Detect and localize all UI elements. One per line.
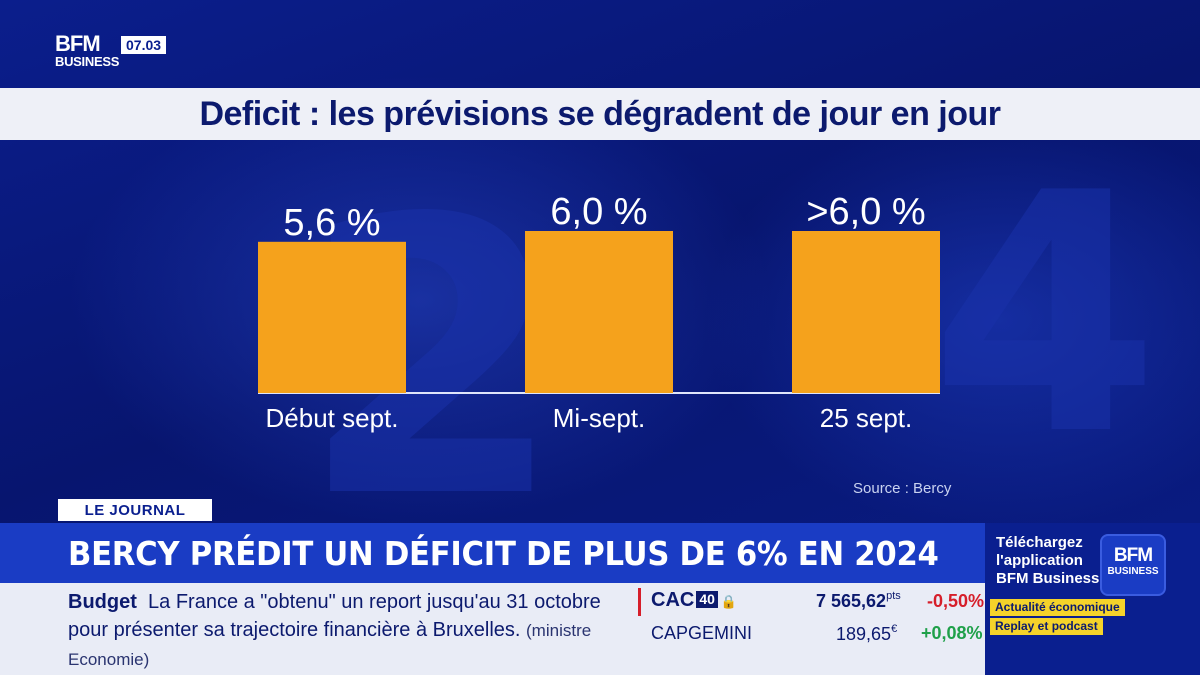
promo-tag-replay: Replay et podcast <box>990 618 1103 635</box>
logo-bfm: BFM <box>55 31 101 56</box>
index-value: 7 565,62 <box>816 591 887 611</box>
index-value-group: 7 565,62pts <box>816 590 901 612</box>
promo-app-logo: BFM BUSINESS <box>1100 534 1166 596</box>
stock-name: CAPGEMINI <box>651 623 753 643</box>
news-text: La France a "obtenu" un report jusqu'au … <box>68 591 601 641</box>
category-label-2: Mi-sept. <box>553 403 645 433</box>
news-ticker: Budget La France a "obtenu" un report ju… <box>68 588 633 674</box>
headline: BERCY PRÉDIT UN DÉFICIT DE PLUS DE 6% EN… <box>68 533 939 573</box>
promo-line3: BFM Business <box>996 570 1100 587</box>
ticker-band <box>0 583 985 675</box>
bar-3 <box>792 231 940 393</box>
bar-2 <box>525 231 673 393</box>
promo-logo-bottom: BUSINESS <box>1107 566 1159 577</box>
data-label-2: 6,0 % <box>550 191 647 233</box>
background-watermark-right: 4 <box>930 123 1160 507</box>
title-band: Deficit : les prévisions se dégradent de… <box>0 88 1200 140</box>
promo-tag-news: Actualité économique <box>990 599 1125 616</box>
clock: 07.03 <box>121 36 167 54</box>
chart-title: Deficit : les prévisions se dégradent de… <box>199 94 1001 133</box>
bar-chart: 5,6 % Début sept. 6,0 % Mi-sept. >6,0 % 25 se… <box>258 191 940 433</box>
index-change: -0,50% <box>927 591 985 611</box>
headline-band: BERCY PRÉDIT UN DÉFICIT DE PLUS DE 6% EN… <box>0 523 985 583</box>
promo-text: Téléchargez l'application BFM Business <box>996 534 1101 588</box>
logo-business: BUSINESS <box>55 54 120 69</box>
data-label-3: >6,0 % <box>806 191 925 233</box>
data-label-1: 5,6 % <box>283 202 380 244</box>
index-name: CAC <box>651 589 695 611</box>
stock-value-group: 189,65€ <box>836 623 897 645</box>
index-unit: pts <box>886 590 901 602</box>
ticker-divider <box>638 588 641 616</box>
category-label-3: 25 sept. <box>820 403 913 433</box>
promo-line1: Téléchargez <box>996 534 1083 551</box>
stock-value: 189,65 <box>836 624 892 644</box>
source-label: Source : Bercy <box>853 480 952 497</box>
lock-icon: 🔒 <box>720 594 738 609</box>
category-label-1: Début sept. <box>266 403 399 433</box>
index-name-group: CAC 40 🔒 <box>651 589 737 612</box>
promo-line2: l'application <box>996 552 1083 569</box>
promo-logo-top: BFM <box>1113 545 1153 566</box>
news-source: (ministre Economie) <box>68 621 592 669</box>
stock-unit: € <box>891 623 898 635</box>
index-badge: 40 <box>696 591 718 608</box>
stock-change: +0,08% <box>921 623 983 643</box>
journal-tag: LE JOURNAL <box>58 499 212 521</box>
bar-1 <box>258 241 406 393</box>
news-label: Budget <box>68 591 137 613</box>
